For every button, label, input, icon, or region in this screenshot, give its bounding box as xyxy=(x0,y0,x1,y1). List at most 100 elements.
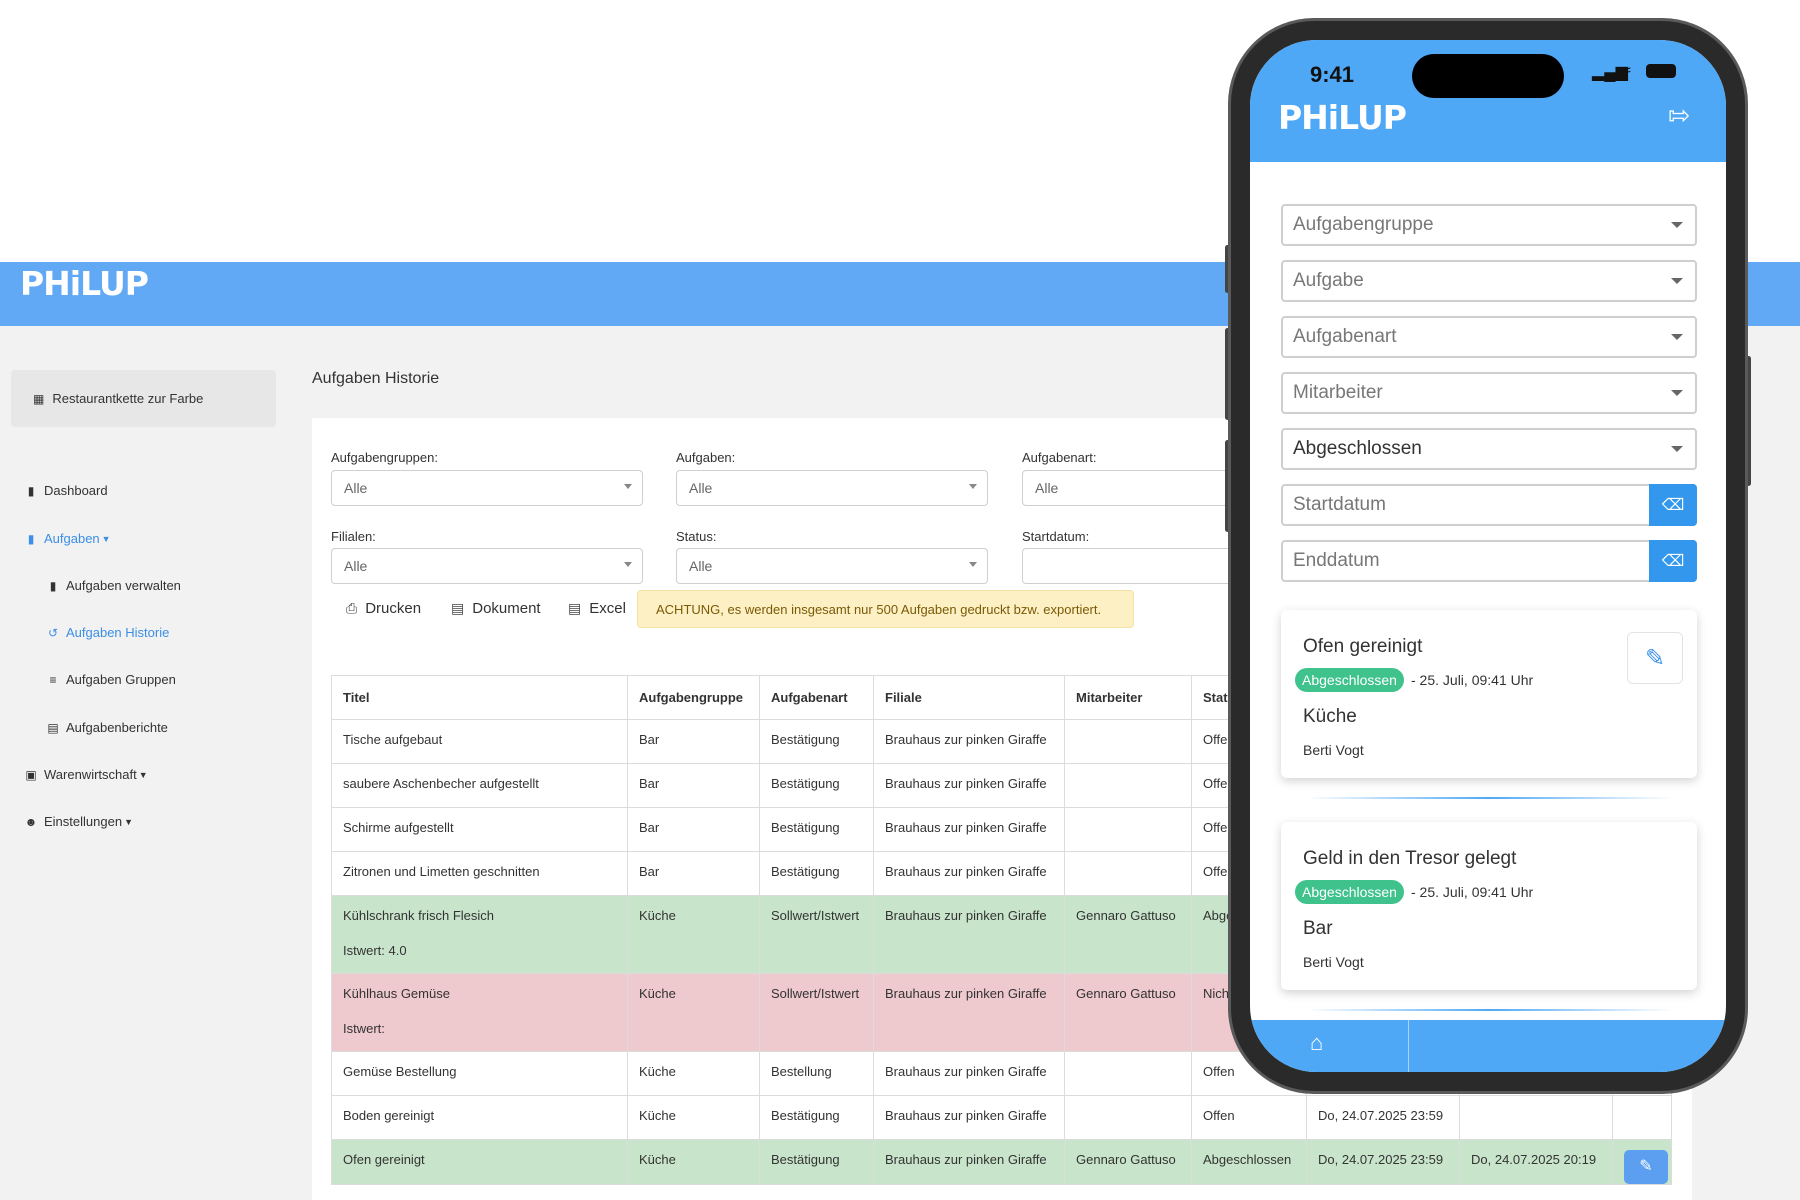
phone-screen: 9:41 ▂▄▆ ≈ PHiLUP ⇰ Aufgabengruppe Aufga… xyxy=(1250,40,1726,1072)
table-row-completed[interactable]: Ofen gereinigt Küche Bestätigung Brauhau… xyxy=(331,1139,1672,1185)
cell-employee xyxy=(1064,763,1192,808)
excel-label: Excel xyxy=(589,600,626,617)
sidebar-item-aufgabenberichte[interactable]: ▤ Aufgabenberichte xyxy=(44,720,168,735)
cell-group: Küche xyxy=(627,895,760,974)
aufgabe-select[interactable]: Aufgabe xyxy=(1281,260,1697,302)
task-card-location: Küche xyxy=(1303,706,1357,727)
print-label: Drucken xyxy=(365,600,422,617)
print-button[interactable]: ⎙ Drucken xyxy=(346,600,421,617)
organization-name: Restaurantkette zur Farbe xyxy=(52,391,204,406)
cell-group: Küche xyxy=(627,1051,760,1096)
cell-title: Gemüse Bestellung xyxy=(331,1051,628,1096)
task-card[interactable]: Geld in den Tresor gelegt Abgeschlossen … xyxy=(1281,822,1697,990)
filter-label-aufgabenart: Aufgabenart: xyxy=(1022,450,1097,465)
column-header-titel[interactable]: Titel xyxy=(331,675,628,720)
building-icon: ▦ xyxy=(33,391,45,406)
column-header-aufgabenart[interactable]: Aufgabenart xyxy=(759,675,874,720)
task-card-date: - 25. Juli, 09:41 Uhr xyxy=(1411,672,1534,688)
card-separator xyxy=(1306,1009,1672,1011)
filter-select-filialen[interactable]: Alle xyxy=(331,548,643,584)
select-value: Alle xyxy=(344,558,368,574)
cell-title: saubere Aschenbecher aufgestellt xyxy=(331,763,628,808)
nav-divider xyxy=(1408,1020,1409,1072)
sidebar-item-label: Aufgaben Gruppen xyxy=(66,672,176,687)
chevron-down-icon xyxy=(1671,390,1683,396)
filter-label-aufgabengruppen: Aufgabengruppen: xyxy=(331,450,438,465)
home-icon[interactable]: ⌂ xyxy=(1310,1030,1324,1055)
sidebar-item-dashboard[interactable]: ▮ Dashboard xyxy=(22,483,108,498)
cell-type: Bestätigung xyxy=(759,1095,874,1140)
status-time: 9:41 xyxy=(1310,62,1355,87)
chevron-down-icon xyxy=(969,562,977,567)
filter-select-aufgabengruppen[interactable]: Alle xyxy=(331,470,643,506)
cell-group: Küche xyxy=(627,973,760,1052)
clear-startdatum-button[interactable]: ⌫ xyxy=(1649,484,1697,526)
cell-employee xyxy=(1064,807,1192,852)
sidebar-item-aufgaben-historie[interactable]: ↺ Aufgaben Historie xyxy=(44,625,169,640)
enddatum-input[interactable]: Enddatum ⌫ xyxy=(1281,540,1697,582)
printer-icon: ⎙ xyxy=(346,600,358,616)
signature-icon[interactable]: ✎ xyxy=(1627,632,1683,684)
sidebar-item-aufgaben[interactable]: ▮ Aufgaben ▼ xyxy=(22,531,111,546)
cell-branch: Brauhaus zur pinken Giraffe xyxy=(873,807,1065,852)
clear-enddatum-button[interactable]: ⌫ xyxy=(1649,540,1697,582)
sidebar-item-aufgaben-gruppen[interactable]: ≡ Aufgaben Gruppen xyxy=(44,672,176,687)
cell-group: Bar xyxy=(627,851,760,896)
signature-icon: ✎ xyxy=(1639,1158,1653,1175)
clipboard-icon: ▮ xyxy=(27,531,35,546)
signature-button[interactable]: ✎ xyxy=(1624,1150,1668,1184)
cell-actions: ✎ xyxy=(1612,1139,1672,1185)
column-header-filiale[interactable]: Filiale xyxy=(873,675,1065,720)
table-row[interactable]: Boden gereinigt Küche Bestätigung Brauha… xyxy=(331,1095,1672,1140)
select-value: Alle xyxy=(1035,480,1059,496)
filter-select-aufgaben[interactable]: Alle xyxy=(676,470,988,506)
cell-type: Bestätigung xyxy=(759,851,874,896)
startdatum-input[interactable]: Startdatum ⌫ xyxy=(1281,484,1697,526)
cell-due: Do, 24.07.2025 23:59 xyxy=(1306,1139,1460,1185)
dynamic-island xyxy=(1412,54,1564,98)
sidebar-item-label: Aufgaben verwalten xyxy=(66,578,181,593)
sidebar-item-aufgaben-verwalten[interactable]: ▮ Aufgaben verwalten xyxy=(44,578,181,593)
sidebar-item-warenwirtschaft[interactable]: ▣ Warenwirtschaft ▼ xyxy=(22,767,147,782)
aufgabengruppe-select[interactable]: Aufgabengruppe xyxy=(1281,204,1697,246)
cell-done: Do, 24.07.2025 20:19 xyxy=(1459,1139,1613,1185)
cell-type: Bestätigung xyxy=(759,807,874,852)
clipboard-icon: ▮ xyxy=(49,578,57,593)
task-card[interactable]: Ofen gereinigt Abgeschlossen - 25. Juli,… xyxy=(1281,610,1697,778)
cell-group: Bar xyxy=(627,719,760,764)
input-placeholder: Enddatum xyxy=(1293,550,1380,571)
sidebar-item-einstellungen[interactable]: ☻ Einstellungen ▼ xyxy=(22,814,133,829)
task-card-person: Berti Vogt xyxy=(1303,954,1364,970)
select-placeholder: Aufgabengruppe xyxy=(1293,214,1434,235)
logout-icon[interactable]: ⇰ xyxy=(1668,100,1690,130)
column-header-aufgabengruppe[interactable]: Aufgabengruppe xyxy=(627,675,760,720)
cell-branch: Brauhaus zur pinken Giraffe xyxy=(873,763,1065,808)
task-card-date: - 25. Juli, 09:41 Uhr xyxy=(1411,884,1534,900)
cell-group: Küche xyxy=(627,1095,760,1140)
battery-icon xyxy=(1646,64,1676,78)
filter-select-status[interactable]: Alle xyxy=(676,548,988,584)
export-limit-warning: ACHTUNG, es werden insgesamt nur 500 Auf… xyxy=(637,590,1134,628)
status-badge: Abgeschlossen xyxy=(1295,880,1404,904)
aufgabenart-select[interactable]: Aufgabenart xyxy=(1281,316,1697,358)
cell-type: Bestätigung xyxy=(759,1139,874,1185)
cell-title: Tische aufgebaut xyxy=(331,719,628,764)
cell-employee xyxy=(1064,1051,1192,1096)
cell-group: Bar xyxy=(627,807,760,852)
cell-employee: Gennaro Gattuso xyxy=(1064,973,1192,1052)
cell-branch: Brauhaus zur pinken Giraffe xyxy=(873,851,1065,896)
status-select[interactable]: Abgeschlossen xyxy=(1281,428,1697,470)
column-header-mitarbeiter[interactable]: Mitarbeiter xyxy=(1064,675,1192,720)
cell-due: Do, 24.07.2025 23:59 xyxy=(1306,1095,1460,1140)
mitarbeiter-select[interactable]: Mitarbeiter xyxy=(1281,372,1697,414)
bottom-nav: ⌂ xyxy=(1250,1020,1726,1072)
cell-branch: Brauhaus zur pinken Giraffe xyxy=(873,1095,1065,1140)
sidebar-item-label: Warenwirtschaft xyxy=(44,767,137,782)
sidebar-item-label: Aufgabenberichte xyxy=(66,720,168,735)
organization-selector[interactable]: ▦ Restaurantkette zur Farbe xyxy=(11,370,276,427)
excel-button[interactable]: ▤ Excel xyxy=(568,600,626,617)
cell-status: Offen xyxy=(1191,1095,1307,1140)
filter-label-aufgaben: Aufgaben: xyxy=(676,450,736,465)
document-button[interactable]: ▤ Dokument xyxy=(451,600,541,617)
